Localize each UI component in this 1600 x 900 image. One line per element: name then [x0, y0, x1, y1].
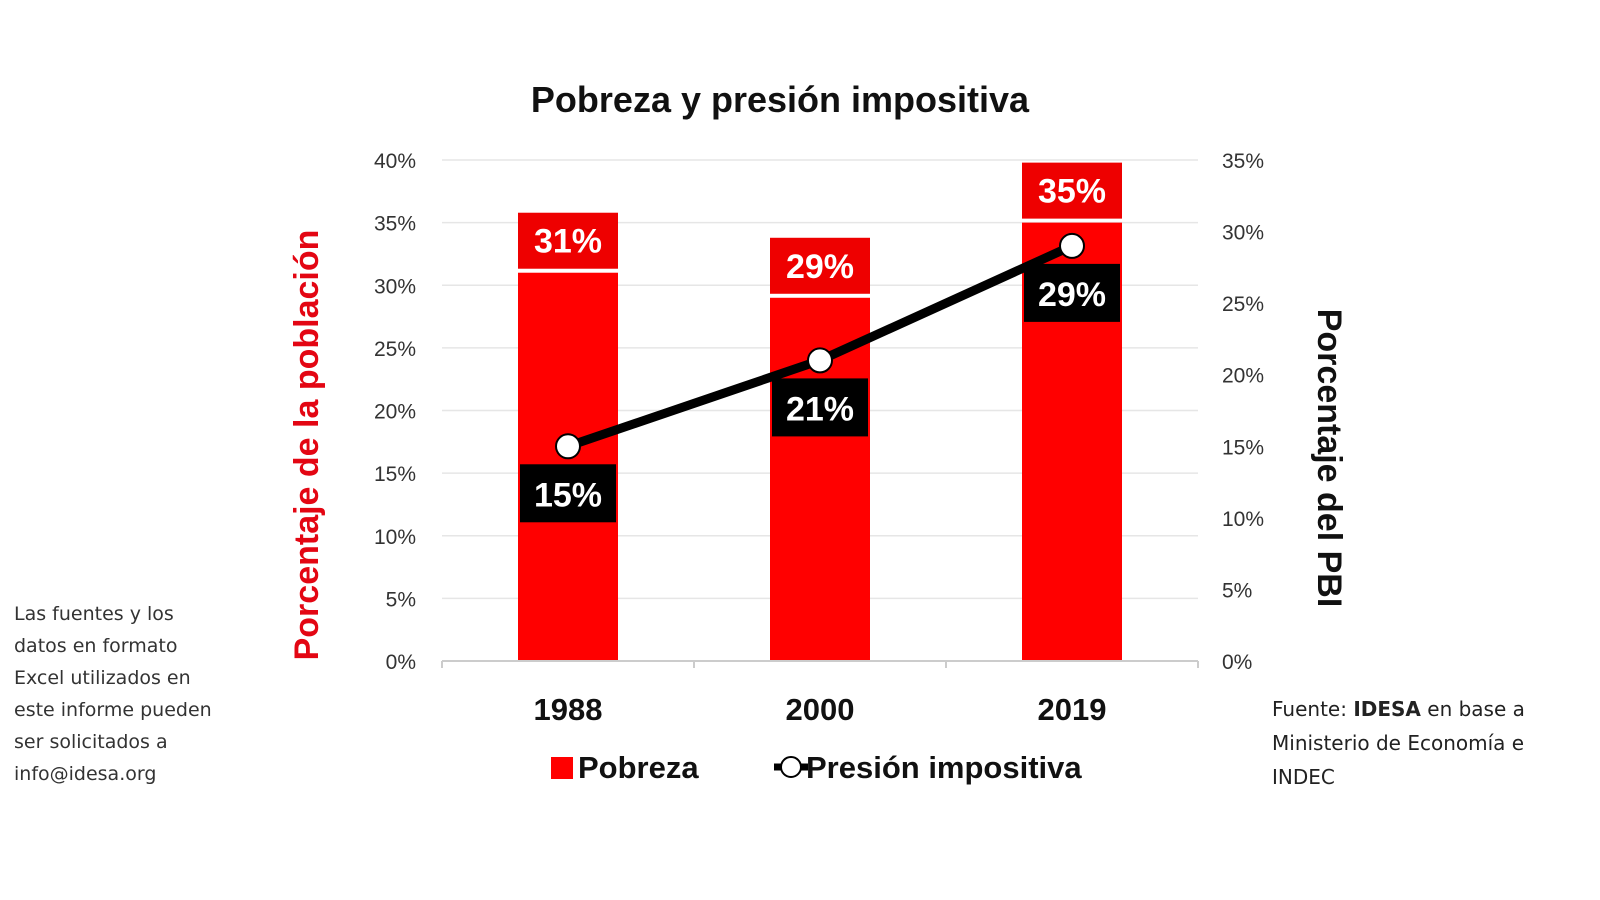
line-layer: 15% 21% 29% [520, 232, 1120, 523]
bar-data-label-box [770, 237, 870, 294]
data-availability-note: Las fuentes y los datos en formato Excel… [14, 603, 212, 785]
bar-data-label: 29% [786, 248, 854, 286]
line-point [555, 433, 581, 460]
line-data-label-box [772, 378, 868, 437]
x-tick-label: 2019 [1038, 692, 1107, 727]
line-data-label: 15% [534, 476, 602, 514]
bar-data-label: 35% [1038, 173, 1106, 211]
y-tick-right: 30% [1222, 222, 1264, 245]
source-rest: en base a Ministerio de Economía e INDEC [1272, 697, 1525, 789]
legend-marker-presion [780, 756, 802, 778]
bar-data-label: 31% [534, 223, 602, 261]
source-note: Fuente: IDESA en base a Ministerio de Ec… [1272, 692, 1592, 794]
y-tick-right: 5% [1222, 579, 1252, 602]
legend-label-presion: Presión impositiva [806, 750, 1082, 785]
y-tick-right: 25% [1222, 293, 1264, 316]
source-prefix: Fuente: [1272, 697, 1354, 721]
y-axis-label-left: Porcentaje de la población [288, 230, 326, 661]
line-data-label-box [520, 464, 616, 523]
y-tick-right: 35% [1222, 150, 1264, 173]
line-point [807, 347, 833, 374]
line-data-label-box [1024, 263, 1120, 322]
axes-layer: 0% 5% 10% 15% 20% 25% 30% 35% 40% 0% 5% 10% 15% 20% 25… [374, 150, 1264, 727]
y-tick-right: 10% [1222, 508, 1264, 531]
y-tick-right: 20% [1222, 365, 1264, 388]
line-point [1059, 232, 1085, 259]
y-axis-label-right: Porcentaje del PBI [1310, 309, 1348, 608]
legend: Pobreza Presión impositiva [551, 750, 1082, 785]
line-data-label: 21% [786, 390, 854, 428]
y-tick-left: 40% [374, 150, 416, 173]
source-org: IDESA [1353, 697, 1421, 721]
y-tick-right: 15% [1222, 436, 1264, 459]
y-tick-left: 20% [374, 401, 416, 424]
y-tick-left: 10% [374, 526, 416, 549]
y-tick-left: 25% [374, 338, 416, 361]
y-tick-right: 0% [1222, 651, 1252, 674]
y-tick-left: 5% [386, 588, 416, 611]
y-tick-left: 30% [374, 275, 416, 298]
bar-data-label-box [518, 212, 618, 269]
bar-data-label-box [1022, 162, 1122, 219]
x-tick-label: 2000 [786, 692, 855, 727]
legend-label-pobreza: Pobreza [578, 750, 699, 785]
x-tick-label: 1988 [534, 692, 603, 727]
y-tick-left: 0% [386, 651, 416, 674]
y-tick-left: 35% [374, 213, 416, 236]
y-tick-left: 15% [374, 463, 416, 486]
legend-swatch-pobreza [551, 757, 573, 779]
chart-title: Pobreza y presión impositiva [531, 79, 1030, 120]
line-data-label: 29% [1038, 276, 1106, 314]
